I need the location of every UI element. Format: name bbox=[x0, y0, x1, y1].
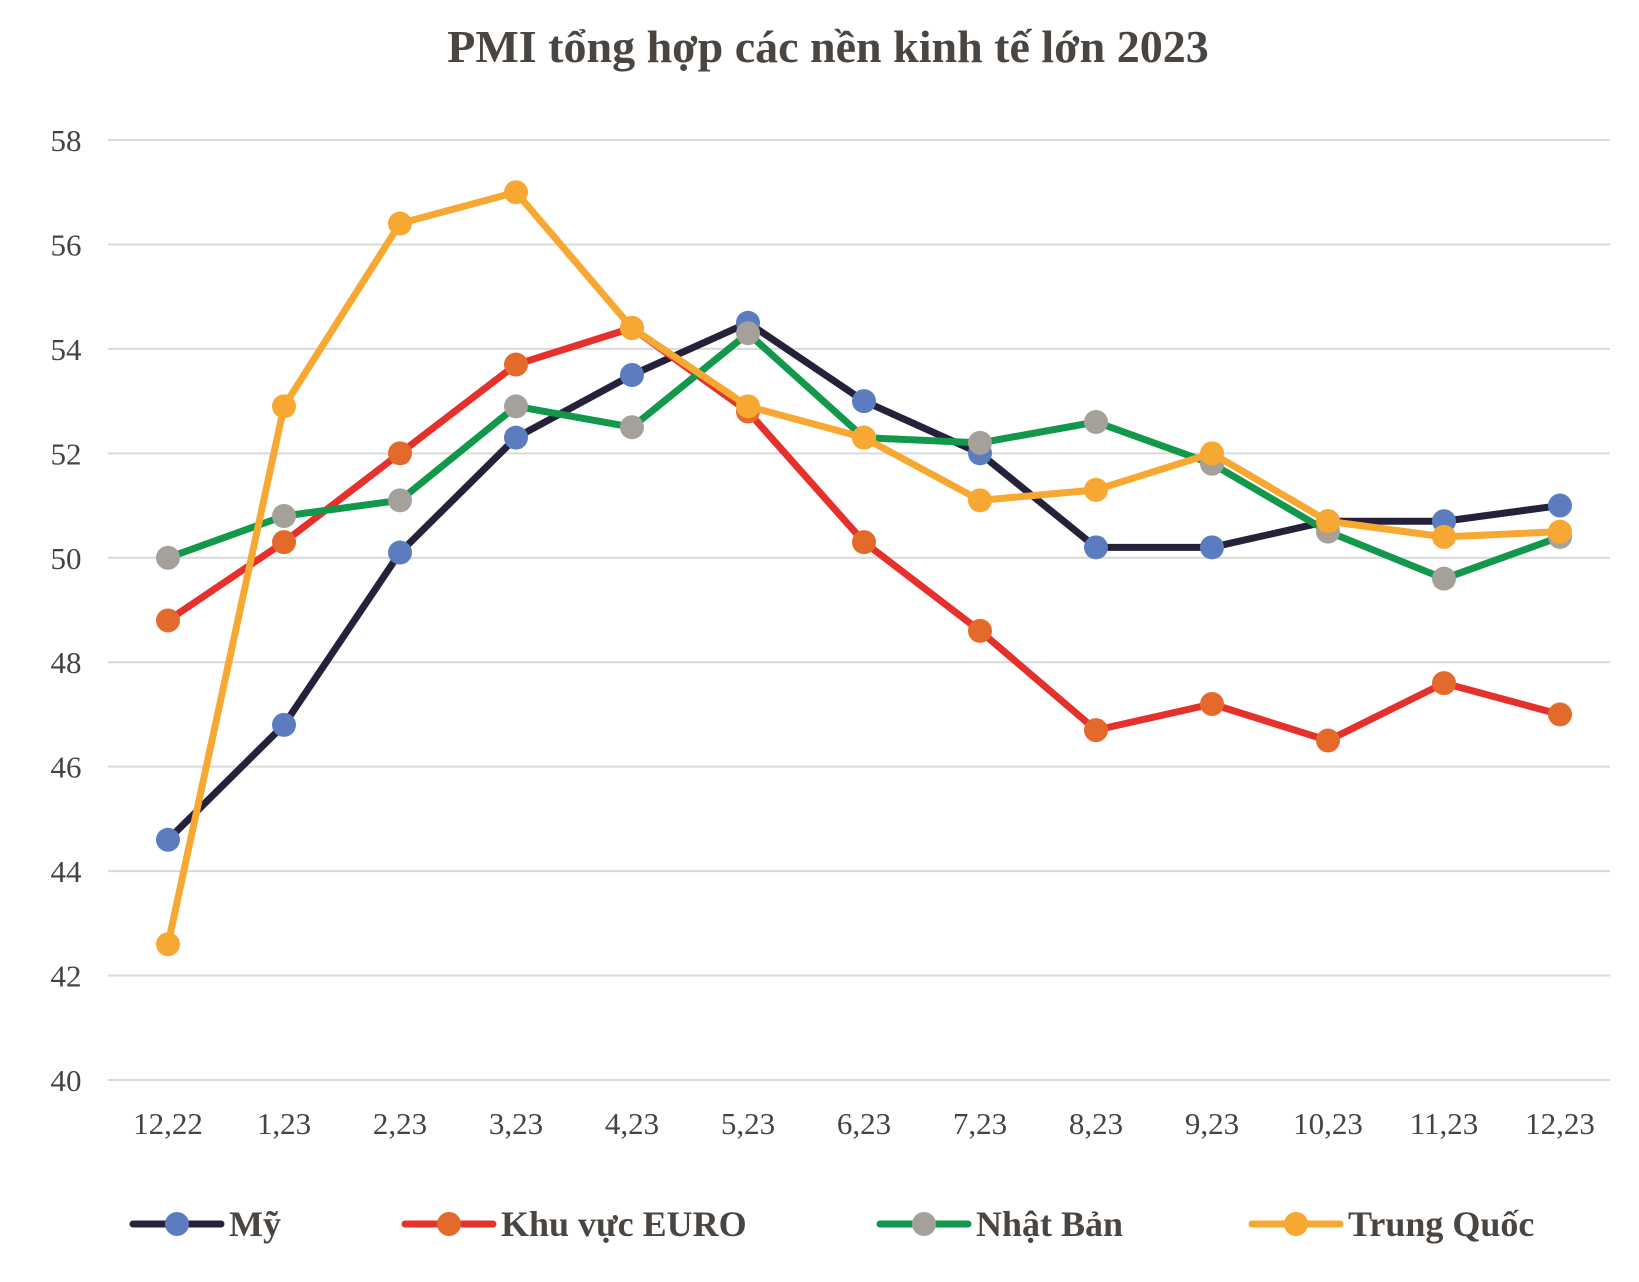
x-tick-label: 7,23 bbox=[953, 1106, 1007, 1141]
series-group bbox=[156, 316, 1572, 753]
y-tick-label: 50 bbox=[51, 541, 82, 576]
y-tick-label: 40 bbox=[51, 1063, 82, 1098]
data-point bbox=[272, 504, 296, 528]
data-point bbox=[852, 425, 876, 450]
data-point bbox=[1084, 410, 1108, 434]
series-lines bbox=[156, 180, 1572, 957]
data-point bbox=[388, 211, 412, 236]
series-group bbox=[156, 310, 1572, 852]
data-point bbox=[1084, 477, 1108, 502]
data-point bbox=[620, 415, 644, 440]
data-point bbox=[1548, 702, 1572, 727]
x-tick-label: 12,22 bbox=[133, 1106, 203, 1141]
data-point bbox=[156, 827, 180, 852]
x-tick-label: 5,23 bbox=[721, 1106, 775, 1141]
x-tick-label: 8,23 bbox=[1069, 1106, 1123, 1141]
legend-marker-swatch bbox=[1284, 1212, 1308, 1236]
data-point bbox=[272, 394, 296, 419]
data-point bbox=[272, 712, 296, 737]
x-tick-label: 10,23 bbox=[1293, 1106, 1363, 1141]
y-tick-label: 58 bbox=[51, 123, 82, 158]
legend-label: Trung Quốc bbox=[1348, 1204, 1534, 1244]
data-point bbox=[388, 441, 412, 466]
data-point bbox=[736, 394, 760, 419]
data-point bbox=[852, 530, 876, 555]
chart-title: PMI tổng hợp các nền kinh tế lớn 2023 bbox=[447, 21, 1208, 72]
data-point bbox=[736, 321, 760, 346]
legend-item: Trung Quốc bbox=[1248, 1204, 1534, 1244]
data-point bbox=[388, 488, 412, 513]
legend-marker-swatch bbox=[437, 1212, 461, 1236]
data-point bbox=[388, 540, 412, 565]
y-tick-label: 54 bbox=[51, 332, 83, 367]
y-tick-label: 44 bbox=[51, 854, 83, 889]
series-group bbox=[156, 180, 1572, 957]
data-point bbox=[1548, 493, 1572, 518]
data-point bbox=[968, 430, 992, 455]
data-point bbox=[968, 618, 992, 643]
y-axis-tick-labels: 40 42 44 46 48 50 52 54 56 58 bbox=[51, 123, 83, 1098]
data-point bbox=[156, 545, 180, 570]
legend-item: Mỹ bbox=[129, 1204, 281, 1244]
y-tick-label: 52 bbox=[51, 436, 82, 471]
data-point bbox=[1200, 441, 1224, 466]
data-point bbox=[504, 394, 528, 419]
data-point bbox=[1432, 671, 1456, 696]
x-tick-label: 12,23 bbox=[1525, 1106, 1595, 1141]
y-tick-label: 56 bbox=[51, 227, 82, 262]
x-tick-label: 1,23 bbox=[257, 1106, 311, 1141]
data-point bbox=[1200, 692, 1224, 716]
x-tick-label: 3,23 bbox=[489, 1106, 543, 1141]
data-point bbox=[1316, 509, 1340, 534]
x-tick-label: 2,23 bbox=[373, 1106, 427, 1141]
y-tick-label: 46 bbox=[51, 750, 82, 785]
data-point bbox=[1200, 535, 1224, 560]
legend-marker-swatch bbox=[165, 1212, 189, 1236]
data-point bbox=[504, 425, 528, 450]
gridlines bbox=[108, 139, 1610, 1081]
x-tick-label: 4,23 bbox=[605, 1106, 659, 1141]
legend-label: Mỹ bbox=[229, 1204, 281, 1244]
data-point bbox=[1548, 519, 1572, 544]
series-line bbox=[164, 188, 1564, 948]
data-point bbox=[620, 363, 644, 387]
legend-label: Khu vực EURO bbox=[501, 1204, 747, 1244]
data-point bbox=[156, 932, 180, 957]
data-point bbox=[1084, 718, 1108, 743]
x-tick-label: 11,23 bbox=[1410, 1106, 1479, 1141]
legend-label: Nhật Bản bbox=[976, 1204, 1123, 1244]
data-point bbox=[968, 488, 992, 513]
data-point bbox=[1084, 535, 1108, 560]
x-tick-label: 9,23 bbox=[1185, 1106, 1239, 1141]
data-point bbox=[272, 530, 296, 555]
data-point bbox=[1316, 728, 1340, 753]
data-point bbox=[504, 180, 528, 205]
data-point bbox=[1432, 524, 1456, 549]
legend-item: Nhật Bản bbox=[876, 1204, 1123, 1244]
legend: Mỹ Khu vực EURO Nhật Bản Trung Quốc bbox=[129, 1204, 1534, 1244]
data-point bbox=[504, 352, 528, 377]
data-point bbox=[852, 389, 876, 414]
data-point bbox=[1432, 566, 1456, 591]
data-point bbox=[156, 608, 180, 633]
y-tick-label: 42 bbox=[51, 959, 82, 994]
legend-marker-swatch bbox=[912, 1212, 936, 1236]
x-tick-label: 6,23 bbox=[837, 1106, 891, 1141]
legend-item: Khu vực EURO bbox=[401, 1204, 747, 1244]
data-point bbox=[620, 316, 644, 340]
x-axis-tick-labels: 12,22 1,23 2,23 3,23 4,23 5,23 6,23 7,23 8,23 9,2… bbox=[133, 1106, 1595, 1141]
y-tick-label: 48 bbox=[51, 645, 82, 680]
